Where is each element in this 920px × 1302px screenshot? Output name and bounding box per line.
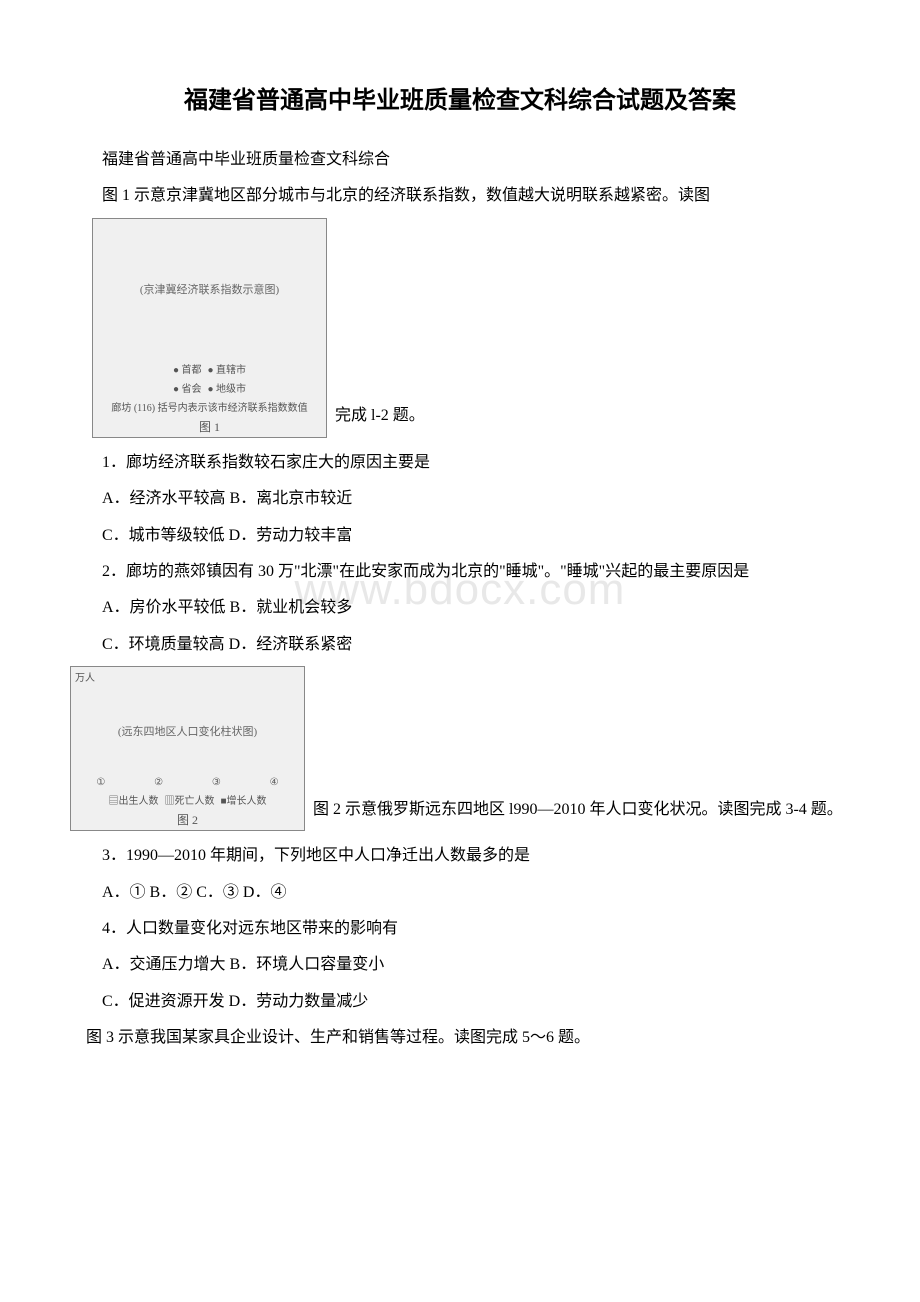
q2-options-ab: A．房价水平较低 B．就业机会较多 xyxy=(70,593,850,623)
q1-stem: 1．廊坊经济联系指数较石家庄大的原因主要是 xyxy=(70,448,850,478)
legend-item: ■增长人数 xyxy=(220,792,266,807)
figure-2-legend: ▤出生人数 ▥死亡人数 ■增长人数 xyxy=(104,790,270,809)
legend-item: 廊坊 (116) 括号内表示该市经济联系指数数值 xyxy=(111,399,307,414)
figure-2-row: 万人 (远东四地区人口变化柱状图) ① ② ③ ④ ▤出生人数 ▥死亡人数 ■增… xyxy=(70,666,850,831)
q2-stem: 2．廊坊的燕郊镇因有 30 万"北漂"在此安家而成为北京的"睡城"。"睡城"兴起… xyxy=(70,557,850,587)
q3-stem: 3．1990—2010 年期间，下列地区中人口净迁出人数最多的是 xyxy=(70,841,850,871)
figure-1-legend: ● 省会 ● 地级市 xyxy=(169,378,250,397)
figure-2-caption: 图 2 xyxy=(177,809,198,830)
figure-1-tail: 完成 l-2 题。 xyxy=(335,401,425,437)
figure-2-image: 万人 (远东四地区人口变化柱状图) ① ② ③ ④ ▤出生人数 ▥死亡人数 ■增… xyxy=(70,666,305,831)
cat-item: ④ xyxy=(270,777,279,788)
legend-item: ● 直辖市 xyxy=(208,361,247,376)
figure-2-ylabel: 万人 xyxy=(75,669,95,684)
figure-1-image: (京津冀经济联系指数示意图) ● 首都 ● 直辖市 ● 省会 ● 地级市 廊坊 … xyxy=(92,218,327,438)
figure-2-categories: ① ② ③ ④ xyxy=(71,775,304,790)
legend-item: ● 首都 xyxy=(173,361,202,376)
legend-item: ● 省会 xyxy=(173,380,202,395)
subtitle: 福建省普通高中毕业班质量检查文科综合 xyxy=(70,145,850,175)
q4-options-ab: A．交通压力增大 B．环境人口容量变小 xyxy=(70,950,850,980)
q2-options-cd: C．环境质量较高 D．经济联系紧密 xyxy=(70,630,850,660)
q1-options-ab: A．经济水平较高 B．离北京市较近 xyxy=(70,484,850,514)
legend-item: ▤出生人数 xyxy=(108,792,158,807)
figure-1-legend: ● 首都 ● 直辖市 xyxy=(169,359,250,378)
figure-2-hint: (远东四地区人口变化柱状图) xyxy=(118,723,257,739)
chart-placeholder: (远东四地区人口变化柱状图) xyxy=(71,686,304,775)
map-placeholder: (京津冀经济联系指数示意图) xyxy=(93,219,326,359)
q3-options: A．① B．② C．③ D．④ xyxy=(70,878,850,908)
cat-item: ② xyxy=(154,777,163,788)
figure-1-legend: 廊坊 (116) 括号内表示该市经济联系指数数值 xyxy=(107,397,311,416)
intro-fig3: 图 3 示意我国某家具企业设计、生产和销售等过程。读图完成 5～6 题。 xyxy=(70,1023,850,1053)
page-title: 福建省普通高中毕业班质量检查文科综合试题及答案 xyxy=(70,80,850,115)
figure-1-row: (京津冀经济联系指数示意图) ● 首都 ● 直辖市 ● 省会 ● 地级市 廊坊 … xyxy=(70,218,850,438)
intro-fig1: 图 1 示意京津冀地区部分城市与北京的经济联系指数，数值越大说明联系越紧密。读图 xyxy=(70,181,850,211)
q4-stem: 4．人口数量变化对远东地区带来的影响有 xyxy=(70,914,850,944)
q4-options-cd: C．促进资源开发 D．劳动力数量减少 xyxy=(70,987,850,1017)
figure-1-caption: 图 1 xyxy=(199,416,220,437)
figure-1-hint: (京津冀经济联系指数示意图) xyxy=(140,281,279,297)
cat-item: ③ xyxy=(212,777,221,788)
cat-item: ① xyxy=(96,777,105,788)
q1-options-cd: C．城市等级较低 D．劳动力较丰富 xyxy=(70,521,850,551)
figure-2-tail: 图 2 示意俄罗斯远东四地区 l990—2010 年人口变化状况。读图完成 3-… xyxy=(313,795,850,831)
legend-item: ● 地级市 xyxy=(208,380,247,395)
legend-item: ▥死亡人数 xyxy=(164,792,214,807)
